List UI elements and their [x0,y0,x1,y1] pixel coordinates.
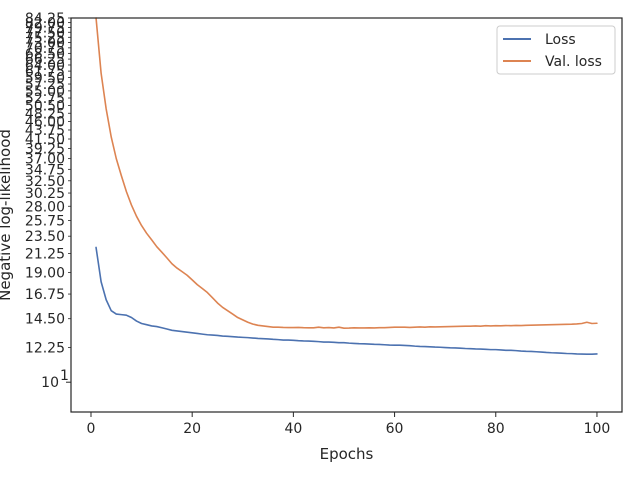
y-tick-label: 64.00 [25,58,65,74]
y-tick-label: 21.25 [25,246,65,262]
y-tick-label: 48.25 [25,106,65,122]
y-tick-label: 19.00 [25,266,65,282]
axes-frame [70,17,623,413]
y-tick-label: 34.75 [25,162,65,178]
x-tick-label: 0 [87,421,96,437]
y-tick-label: 16.75 [25,287,65,303]
y-tick-label: 46.00 [25,114,65,130]
axes: 0 20 40 60 80 100 12.25 14.50 16.75 19.00 21.2523.… [25,11,623,437]
y-tick-label: 82.00 [25,16,65,32]
legend-label-2: Val. loss [545,54,602,70]
y-tick-label: 25.75 [25,214,65,230]
y-tick-label: 41.50 [25,132,65,148]
y-tick-label: 23.50 [25,229,65,245]
y-tick-label: 14.50 [25,312,65,328]
y-tick-label: 39.25 [25,142,65,158]
y-tick-label: 77.50 [25,25,65,41]
y-tick-label: 61.75 [25,64,65,80]
y-tick-label: 55.00 [25,84,65,100]
y-tick-label: 84.25 [25,11,65,27]
y-tick-label: 50.50 [25,98,65,114]
y-tick-label: 68.50 [25,46,65,62]
y-tick-label: 28.00 [25,199,65,215]
x-tick-label: 20 [183,421,201,437]
y-tick-label: 12.25 [25,341,65,357]
legend-label-1: Loss [545,32,576,48]
y-major-tick-label: 10 [41,375,59,391]
y-tick-label: 32.50 [25,174,65,190]
x-tick-label: 100 [584,421,611,437]
y-tick-label: 73.00 [25,35,65,51]
y-tick-label: 59.50 [25,70,65,86]
x-axis-label: Epochs [320,445,374,463]
x-tick-label: 80 [487,421,505,437]
x-tick-label: 40 [284,421,302,437]
y-axis-label: Negative log-likelihood [0,129,14,301]
y-tick-label: 37.00 [25,152,65,168]
series-line-1 [95,246,598,356]
legend: Loss Val. loss [496,25,616,75]
y-tick-label: 79.75 [25,20,65,36]
plot-area [95,17,598,356]
x-tick-label: 60 [386,421,404,437]
series-line-2 [95,17,598,329]
y-tick-label: 57.25 [25,77,65,93]
y-tick-label: 30.25 [25,186,65,202]
y-tick-label: 75.25 [25,30,65,46]
y-tick-label: 70.75 [25,41,65,57]
y-tick-label: 66.25 [25,52,65,68]
y-major-tick-exponent: 1 [60,368,69,384]
y-tick-label: 43.75 [25,123,65,139]
y-tick-label: 52.75 [25,91,65,107]
